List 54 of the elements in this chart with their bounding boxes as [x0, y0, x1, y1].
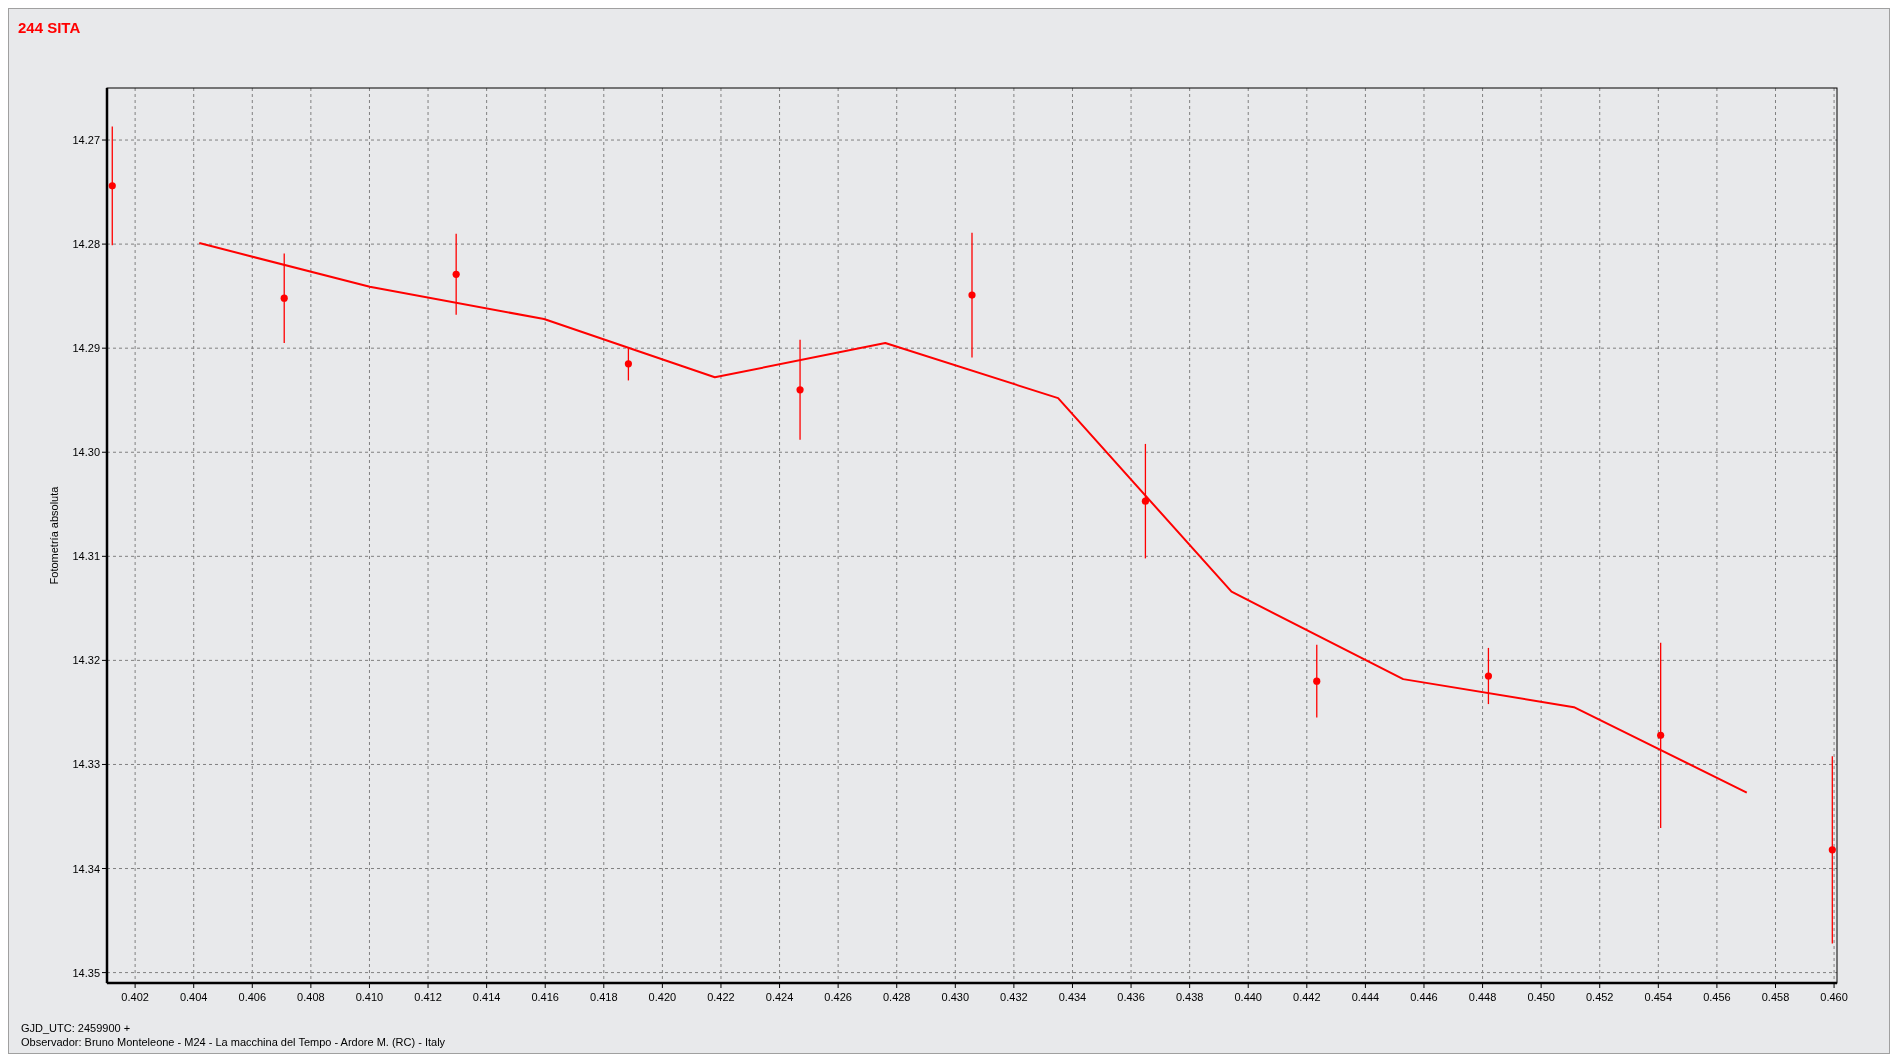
point	[1657, 731, 1665, 739]
point	[1828, 846, 1836, 854]
point	[1313, 677, 1321, 685]
x-tick-label: 0.406	[238, 991, 267, 1003]
y-tick-label: 14.30	[72, 446, 100, 459]
y-tick-label: 14.29	[72, 342, 100, 355]
y-tick-label: 14.27	[72, 134, 100, 147]
x-tick-label: 0.420	[648, 991, 677, 1003]
y-tick-label: 14.32	[72, 654, 100, 667]
x-tick-label: 0.402	[121, 991, 149, 1003]
x-tick-label: 0.442	[1293, 991, 1321, 1003]
y-tick-label: 14.31	[72, 550, 100, 563]
x-tick-label: 0.448	[1468, 991, 1497, 1003]
x-tick-label: 0.428	[882, 991, 911, 1003]
x-tick-label: 0.456	[1703, 991, 1731, 1003]
y-tick-label: 14.34	[72, 862, 100, 875]
point	[280, 294, 288, 302]
text: Observador: Bruno Monteleone - M24 - La macchina del Tempo - Ardore M. (RC) - Italy	[21, 1036, 446, 1048]
x-tick-label: 0.444	[1351, 991, 1380, 1003]
x-tick-label: 0.412	[414, 991, 442, 1003]
point	[452, 270, 460, 278]
x-tick-label: 0.446	[1410, 991, 1438, 1003]
x-tick-label: 0.404	[179, 991, 208, 1003]
text: GJD_UTC: 2459900 +	[21, 1022, 131, 1034]
y-tick-label: 14.28	[72, 238, 100, 251]
point	[796, 386, 804, 394]
x-tick-label: 0.414	[472, 991, 501, 1003]
x-tick-label: 0.424	[765, 991, 794, 1003]
x-tick-label: 0.440	[1234, 991, 1262, 1003]
x-tick-label: 0.450	[1527, 991, 1555, 1003]
x-tick-label: 0.458	[1761, 991, 1790, 1003]
x-tick-label: 0.408	[297, 991, 325, 1003]
x-tick-label: 0.432	[1000, 991, 1028, 1003]
point	[108, 182, 116, 190]
point	[624, 360, 632, 368]
point	[1484, 672, 1493, 680]
x-tick-label: 0.422	[707, 991, 735, 1003]
x-tick-label: 0.452	[1585, 991, 1614, 1003]
x-tick-label: 0.438	[1175, 991, 1204, 1003]
chart-title: 244 SITA	[18, 19, 81, 36]
x-tick-label: 0.410	[355, 991, 384, 1003]
point	[968, 291, 976, 299]
y-tick-label: 14.35	[72, 966, 100, 979]
y-axis-title: Fotometría absoluta	[48, 485, 60, 585]
x-tick-label: 0.416	[531, 991, 559, 1003]
x-tick-label: 0.418	[590, 991, 618, 1003]
x-tick-label: 0.460	[1820, 991, 1848, 1003]
y-tick-label: 14.33	[72, 758, 100, 771]
x-tick-label: 0.454	[1644, 991, 1673, 1003]
x-tick-label: 0.426	[824, 991, 852, 1003]
point	[1141, 497, 1150, 505]
x-tick-label: 0.434	[1058, 991, 1087, 1003]
x-tick-label: 0.430	[941, 991, 970, 1003]
x-tick-label: 0.436	[1117, 991, 1145, 1003]
